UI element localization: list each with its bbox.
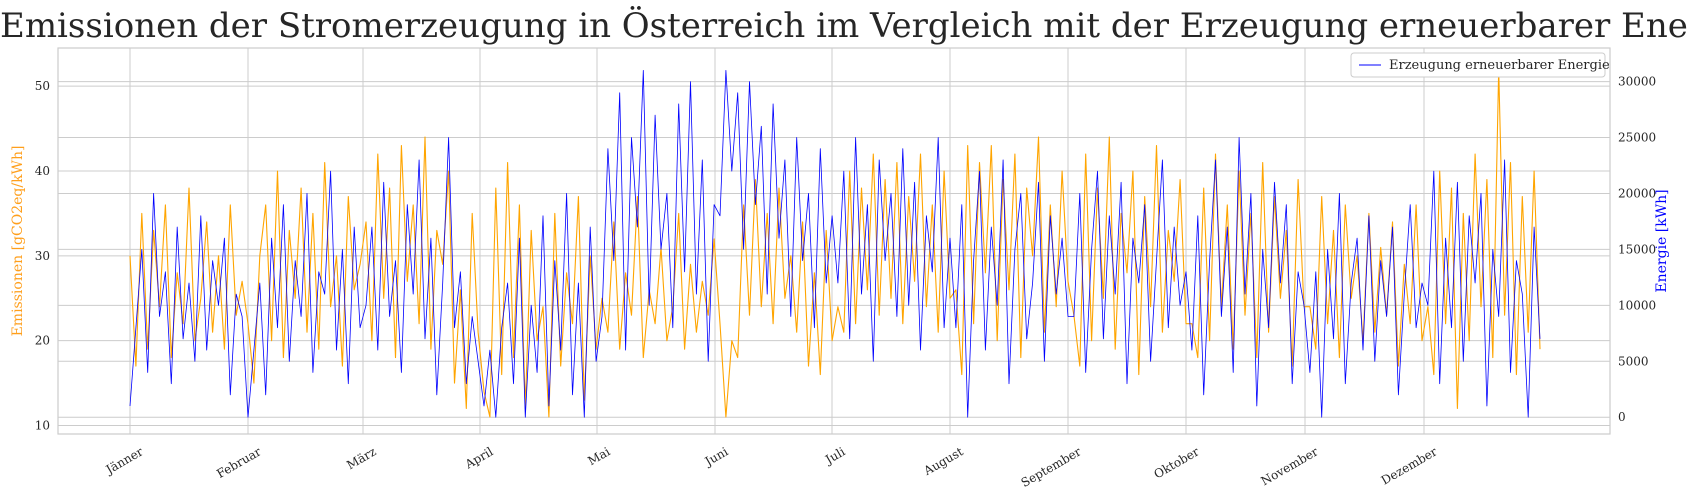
plot-frame <box>57 47 1611 435</box>
y-right-tick-label: 0 <box>1618 410 1626 424</box>
legend: Erzeugung erneuerbarer Energie <box>1350 52 1610 78</box>
x-tick-label: Februar <box>214 444 263 481</box>
chart-title: Emissionen der Stromerzeugung in Österre… <box>0 6 1688 46</box>
emissions-series <box>129 68 1541 418</box>
y-left-axis: 10 20 30 40 50 <box>35 79 50 432</box>
energy-series <box>129 70 1541 418</box>
y-right-tick-label: 20000 <box>1618 186 1656 200</box>
y-left-tick-label: 40 <box>35 164 50 178</box>
x-tick-label: Oktober <box>1151 444 1201 481</box>
y-right-tick-label: 25000 <box>1618 131 1656 145</box>
legend-label: Erzeugung erneuerbarer Energie <box>1389 58 1610 73</box>
x-tick-label: November <box>1258 444 1320 488</box>
x-tick-label: März <box>344 444 378 472</box>
x-tick-label: Jänner <box>102 444 146 477</box>
series-line <box>129 68 1541 418</box>
x-tick-label: Juni <box>701 444 731 469</box>
x-tick-label: Mai <box>585 444 612 468</box>
y-right-tick-label: 30000 <box>1618 75 1656 89</box>
y-right-axis-label: Energie [kWh] <box>1654 189 1670 292</box>
y-right-tick-label: 15000 <box>1618 242 1656 256</box>
y-right-tick-label: 10000 <box>1618 298 1656 312</box>
x-tick-label: Dezember <box>1379 444 1440 487</box>
x-tick-label: Juli <box>821 444 847 467</box>
x-tick-label: April <box>462 444 496 472</box>
y-left-axis-label: Emissionen [gCO2eq/kWh] <box>10 146 26 337</box>
y-right-axis: 0 5000 10000 15000 20000 25000 30000 <box>1618 75 1656 425</box>
y-left-tick-label: 30 <box>35 249 50 263</box>
y-right-tick-label: 5000 <box>1618 354 1649 368</box>
series-line <box>129 70 1541 418</box>
x-tick-label: September <box>1019 444 1084 490</box>
y-left-tick-label: 20 <box>35 334 50 348</box>
y-left-tick-label: 10 <box>35 419 50 433</box>
y-left-tick-label: 50 <box>35 79 50 93</box>
legend-box <box>1350 52 1606 78</box>
x-axis: Jänner Februar März April Mai Juni Juli August S… <box>102 444 1440 490</box>
x-tick-label: August <box>921 444 966 478</box>
